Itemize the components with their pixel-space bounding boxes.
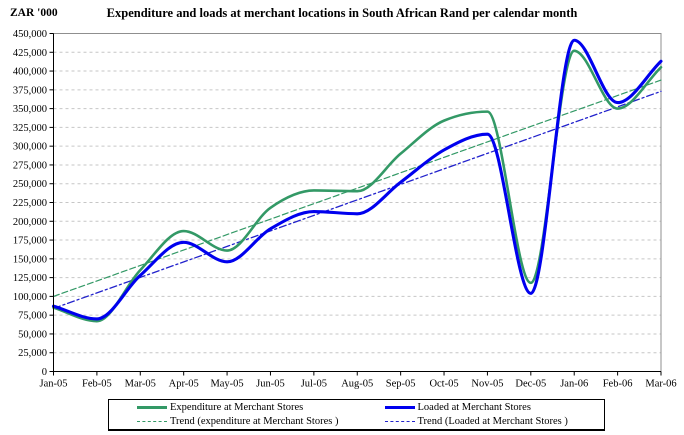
x-tick-label: Apr-05 bbox=[169, 379, 199, 390]
legend-label: Expenditure at Merchant Stores bbox=[170, 401, 304, 413]
y-tick-label: 100,000 bbox=[13, 292, 47, 303]
x-tick-label: Aug-05 bbox=[341, 379, 373, 390]
y-tick-label: 75,000 bbox=[18, 311, 47, 322]
legend-item-3: Trend (Loaded at Merchant Stores ) bbox=[357, 415, 605, 430]
x-tick-label: Oct-05 bbox=[429, 379, 458, 390]
legend-item-2: Trend (expenditure at Merchant Stores ) bbox=[109, 415, 357, 430]
y-tick-label: 200,000 bbox=[13, 217, 47, 228]
y-tick-label: 125,000 bbox=[13, 273, 47, 284]
y-tick-label: 425,000 bbox=[13, 48, 47, 59]
y-tick-label: 225,000 bbox=[13, 198, 47, 209]
series-path-trend-loaded-at-merchant-stores bbox=[52, 90, 662, 310]
y-tick-label: 450,000 bbox=[13, 29, 47, 40]
series-path-loaded-at-merchant-stores bbox=[51, 38, 663, 321]
x-tick-label: Nov-05 bbox=[471, 379, 503, 390]
x-tick-label: Feb-05 bbox=[82, 379, 112, 390]
legend-line-sample bbox=[137, 421, 167, 423]
y-tick-label: 275,000 bbox=[13, 160, 47, 171]
y-axis-unit-label: ZAR '000 bbox=[10, 7, 58, 19]
y-tick-label: 0 bbox=[42, 367, 47, 378]
x-tick-label: Sep-05 bbox=[386, 379, 416, 390]
y-tick-label: 50,000 bbox=[18, 329, 47, 340]
legend-label: Trend (Loaded at Merchant Stores ) bbox=[417, 416, 568, 428]
x-tick-label: Dec-05 bbox=[515, 379, 546, 390]
x-tick-label: Jul-05 bbox=[301, 379, 327, 390]
y-tick-label: 25,000 bbox=[18, 348, 47, 359]
legend-label: Trend (expenditure at Merchant Stores ) bbox=[170, 416, 339, 428]
x-tick-label: Jan-05 bbox=[40, 379, 68, 390]
y-tick-label: 400,000 bbox=[13, 67, 47, 78]
y-tick-label: 250,000 bbox=[13, 179, 47, 190]
y-tick-label: 150,000 bbox=[13, 254, 47, 265]
legend-line-sample bbox=[137, 405, 167, 409]
x-tick-label: Jan-06 bbox=[560, 379, 588, 390]
legend-item-0: Expenditure at Merchant Stores bbox=[109, 400, 357, 415]
x-tick-label: Mar-06 bbox=[645, 379, 676, 390]
x-tick-label: Feb-06 bbox=[603, 379, 633, 390]
chart-legend: Expenditure at Merchant Stores Loaded at … bbox=[108, 399, 605, 431]
legend-line-sample bbox=[384, 405, 415, 409]
y-tick-label: 175,000 bbox=[13, 236, 47, 247]
y-tick-label: 300,000 bbox=[13, 142, 47, 153]
chart-title: Expenditure and loads at merchant locati… bbox=[106, 6, 578, 20]
x-tick-label: May-05 bbox=[210, 379, 243, 390]
y-tick-label: 325,000 bbox=[13, 123, 47, 134]
x-tick-label: Jun-05 bbox=[256, 379, 285, 390]
y-tick-label: 375,000 bbox=[13, 85, 47, 96]
legend-line-sample bbox=[384, 421, 415, 423]
x-tick-label: Mar-05 bbox=[125, 379, 156, 390]
series-path-expenditure-at-merchant-stores bbox=[52, 49, 663, 323]
legend-label: Loaded at Merchant Stores bbox=[417, 401, 531, 413]
y-tick-label: 350,000 bbox=[13, 104, 47, 115]
legend-item-1: Loaded at Merchant Stores bbox=[357, 400, 605, 415]
